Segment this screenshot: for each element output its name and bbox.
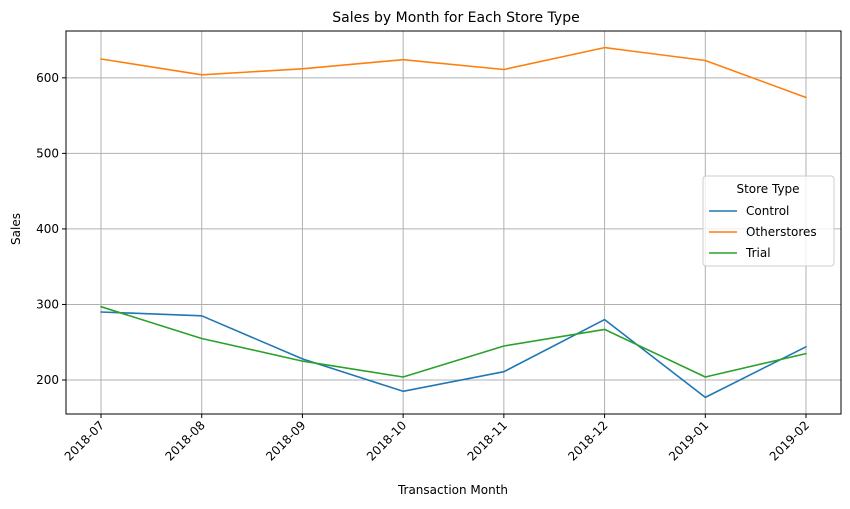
series-line-control	[100, 311, 807, 399]
grid	[66, 31, 841, 414]
y-tick-label: 500	[36, 146, 59, 160]
x-tick-label: 2018-09	[263, 418, 308, 463]
chart-title: Sales by Month for Each Store Type	[332, 10, 579, 26]
x-tick-label: 2019-02	[767, 418, 812, 463]
x-tick-label: 2019-01	[666, 418, 711, 463]
series-line-trial	[100, 305, 807, 378]
x-axis-label: Transaction Month	[397, 483, 508, 497]
x-tick-label: 2018-11	[465, 418, 510, 463]
y-axis-label: Sales	[9, 213, 23, 245]
x-tick-label: 2018-08	[162, 418, 207, 463]
plot-frame	[65, 30, 842, 415]
x-tick-label: 2018-12	[565, 418, 610, 463]
x-tick-label: 2018-07	[62, 418, 107, 463]
legend-title: Store Type	[736, 182, 799, 196]
legend-label-trial: Trial	[745, 246, 771, 260]
y-tick-label: 300	[36, 297, 59, 311]
axes: 2018-07 2018-08 2018-09 2018-10 2018-11 2018-…	[36, 71, 812, 464]
legend-label-otherstores: Otherstores	[746, 225, 817, 239]
series-lines	[100, 46, 807, 399]
series-line-otherstores	[100, 46, 807, 99]
legend-box	[702, 175, 835, 267]
x-tick-label: 2018-10	[364, 418, 409, 463]
y-tick-label: 600	[36, 71, 59, 85]
legend-label-control: Control	[746, 204, 789, 218]
y-tick-label: 200	[36, 373, 59, 387]
y-tick-label: 400	[36, 222, 59, 236]
legend: Store Type Control Otherstores Trial	[702, 175, 835, 267]
